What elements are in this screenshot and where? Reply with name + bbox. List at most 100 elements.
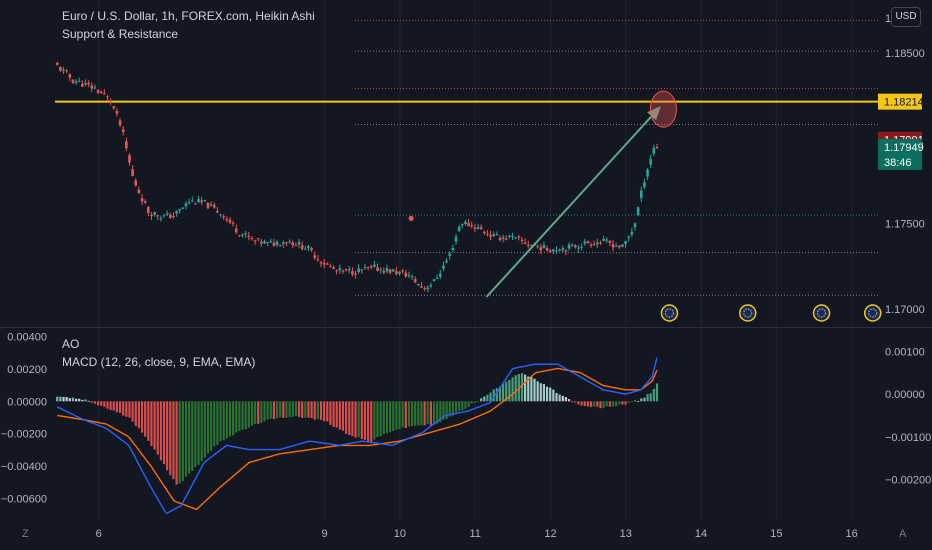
- ao-axis-tick[interactable]: 0.00400: [7, 331, 47, 343]
- ao-axis-tick[interactable]: 0.00000: [7, 396, 47, 408]
- candle-body: [395, 271, 398, 275]
- candle-body: [445, 260, 448, 263]
- candle-body: [574, 245, 577, 248]
- ao-axis-tick[interactable]: −0.00400: [1, 461, 47, 473]
- grid-lines: [98, 0, 853, 520]
- resistance-price-label[interactable]: 1.18214: [884, 97, 924, 109]
- ao-bar: [323, 401, 326, 422]
- ao-bar: [392, 401, 395, 431]
- resistance-price-tag[interactable]: [878, 93, 922, 110]
- sr-indicator-label[interactable]: Support & Resistance: [62, 27, 179, 41]
- ao-bar: [56, 396, 59, 402]
- time-axis-tick[interactable]: 6: [96, 528, 102, 540]
- candle-body: [501, 237, 505, 239]
- candle-body: [184, 203, 188, 207]
- candle-body: [162, 215, 166, 217]
- candle-body: [269, 241, 273, 243]
- price-axis-tick[interactable]: 1.18500: [885, 48, 925, 60]
- ao-axis-tick[interactable]: −0.00600: [1, 494, 47, 506]
- candle-body: [159, 218, 163, 220]
- ao-bar: [351, 401, 354, 437]
- zoom-reset-button[interactable]: Z: [22, 528, 29, 540]
- candle-body: [150, 214, 153, 217]
- ao-bar: [257, 401, 260, 424]
- ao-bar: [200, 401, 203, 462]
- ao-bar: [498, 386, 502, 402]
- candle-body: [442, 265, 445, 269]
- candle-body: [360, 269, 364, 271]
- candle-body: [310, 248, 313, 250]
- event-flag-icon[interactable]: [812, 304, 831, 322]
- candle-body: [517, 236, 521, 238]
- time-axis-tick[interactable]: 10: [394, 528, 406, 540]
- candle-body: [106, 96, 109, 98]
- ao-bar: [577, 401, 580, 405]
- ao-bar: [307, 401, 310, 418]
- ao-bar: [637, 401, 640, 402]
- macd-axis-tick[interactable]: 0.00000: [885, 389, 925, 401]
- candle-body: [583, 241, 587, 244]
- time-axis-tick[interactable]: 11: [469, 528, 480, 540]
- macd-indicator-label[interactable]: MACD (12, 26, close, 9, EMA, EMA): [62, 355, 256, 369]
- macd-axis-tick[interactable]: −0.00100: [885, 432, 931, 444]
- price-axis-tick[interactable]: 1.17000: [885, 304, 925, 316]
- price-axes[interactable]: 1.170001.175001.185001.11.182141.179911.…: [1, 13, 931, 506]
- candle-body: [555, 250, 558, 252]
- ao-axis-tick[interactable]: 0.00200: [7, 364, 47, 376]
- symbol-title[interactable]: Euro / U.S. Dollar, 1h, FOREX.com, Heiki…: [62, 9, 315, 23]
- ao-bar: [156, 401, 159, 455]
- ao-bar: [611, 401, 615, 407]
- ao-bar: [118, 401, 122, 413]
- auto-scale-button[interactable]: A: [899, 528, 907, 540]
- last-price-tag[interactable]: [878, 138, 922, 170]
- candle-body: [231, 222, 235, 224]
- candle-body: [630, 231, 634, 235]
- event-flag-icon[interactable]: [660, 304, 679, 322]
- candle-body: [225, 218, 229, 220]
- candle-body: [341, 270, 345, 272]
- economic-events[interactable]: [660, 304, 882, 322]
- macd-axis-tick[interactable]: 0.00100: [885, 346, 925, 358]
- candle-body: [190, 200, 194, 202]
- ao-bar: [332, 401, 335, 427]
- candle-body: [508, 235, 511, 237]
- ao-bar: [329, 401, 332, 425]
- candle-body: [627, 236, 631, 238]
- trend-arrow-drawing[interactable]: [485, 105, 661, 298]
- candle-body: [128, 154, 131, 163]
- ao-bar: [360, 401, 363, 440]
- ao-bar: [275, 401, 279, 419]
- time-axis-tick[interactable]: 16: [846, 528, 858, 540]
- ao-bar: [153, 401, 156, 450]
- ao-bar: [112, 401, 115, 411]
- ao-bar: [602, 401, 605, 408]
- time-axis-tick[interactable]: 12: [544, 528, 556, 540]
- currency-button[interactable]: USD: [891, 7, 921, 27]
- candle-body: [511, 235, 514, 237]
- candle-body: [592, 244, 596, 246]
- ao-bar: [373, 401, 376, 440]
- time-axis-tick[interactable]: 15: [770, 528, 782, 540]
- candle-body: [388, 269, 392, 273]
- ao-indicator-label[interactable]: AO: [62, 337, 80, 351]
- time-axis-tick[interactable]: 9: [322, 528, 328, 540]
- candle-body: [187, 202, 191, 204]
- macd-axis-tick[interactable]: −0.00200: [885, 475, 931, 487]
- candle-body: [347, 269, 351, 271]
- ao-bar: [542, 384, 546, 402]
- candle-body: [335, 270, 339, 272]
- candle-body: [81, 84, 84, 87]
- price-axis-tick[interactable]: 1.17500: [885, 219, 925, 231]
- event-flag-icon[interactable]: [863, 304, 882, 322]
- target-ellipse-drawing[interactable]: [649, 90, 677, 128]
- time-axis-tick[interactable]: 14: [695, 528, 707, 540]
- candle-body: [206, 202, 210, 209]
- time-axis-tick[interactable]: 13: [620, 528, 632, 540]
- candle-body: [238, 235, 241, 237]
- time-axis[interactable]: 6 9 10 11 12 13 14 15 16: [96, 528, 858, 540]
- last-price-label[interactable]: 1.17949: [884, 142, 924, 154]
- ao-axis-tick[interactable]: −0.00200: [1, 429, 47, 441]
- drawing-annotations[interactable]: [485, 90, 677, 298]
- event-flag-icon[interactable]: [738, 304, 757, 322]
